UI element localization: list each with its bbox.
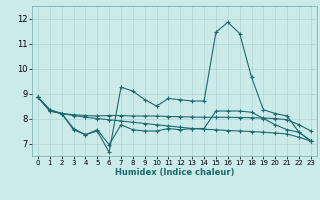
X-axis label: Humidex (Indice chaleur): Humidex (Indice chaleur) bbox=[115, 168, 234, 177]
